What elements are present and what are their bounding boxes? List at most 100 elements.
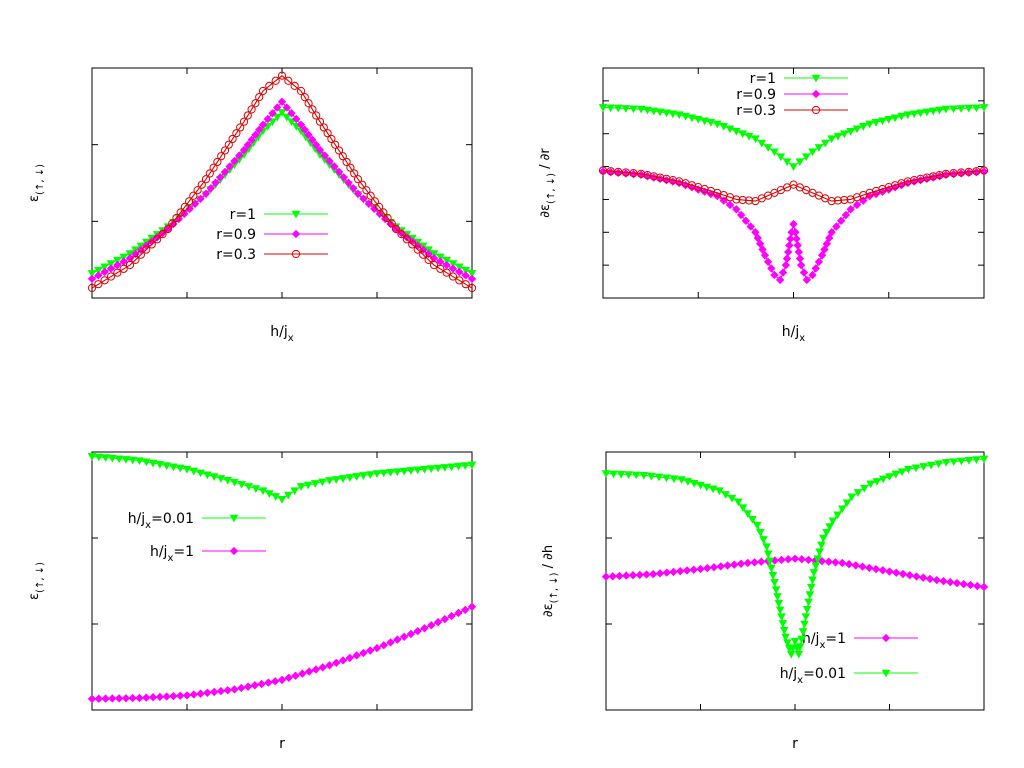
data-point <box>793 241 802 250</box>
series-line <box>602 106 985 168</box>
data-point <box>676 567 685 576</box>
data-point <box>795 643 805 651</box>
data-point <box>338 656 348 665</box>
text-part: ε <box>27 593 42 600</box>
data-point <box>304 130 313 140</box>
data-point <box>304 99 313 108</box>
data-point <box>94 271 103 280</box>
data-point <box>370 204 379 214</box>
data-point <box>782 158 792 167</box>
data-point <box>277 496 287 504</box>
data-point <box>128 456 137 465</box>
data-point <box>802 605 812 614</box>
data-point <box>87 283 97 293</box>
legend-label: h/jx=1 <box>802 631 846 651</box>
data-point <box>813 555 822 564</box>
data-point <box>243 682 253 691</box>
data-point <box>609 470 618 479</box>
data-point <box>158 230 167 239</box>
data-point <box>413 245 422 254</box>
data-point <box>949 458 959 467</box>
data-point <box>94 694 103 703</box>
data-point <box>287 118 296 127</box>
panel-a: h/jx ε(↑, ↓) r=1 r=0.9 r=0.3 <box>27 67 477 344</box>
series-r-1 <box>598 104 989 171</box>
data-point <box>783 639 792 648</box>
legend-label: r=0.3 <box>216 247 256 263</box>
data-point <box>615 571 624 581</box>
data-point <box>929 172 938 181</box>
data-point <box>239 117 249 126</box>
data-point <box>687 114 697 123</box>
data-point <box>884 115 894 124</box>
data-point <box>131 255 140 264</box>
data-point <box>738 195 747 205</box>
data-point <box>847 493 856 502</box>
data-point <box>802 275 812 285</box>
data-point <box>732 127 741 136</box>
data-point <box>284 673 293 682</box>
data-point <box>320 151 329 160</box>
legend-label: r=0.3 <box>736 103 776 119</box>
data-point <box>792 234 801 244</box>
data-point <box>713 120 722 129</box>
data-point <box>795 158 805 167</box>
text-part: ε <box>27 195 42 202</box>
data-point <box>700 117 709 126</box>
data-point <box>979 166 989 175</box>
data-point <box>743 558 752 568</box>
data-point <box>763 550 773 559</box>
data-point <box>87 694 97 703</box>
text-part: r <box>279 736 285 752</box>
data-point <box>345 474 355 482</box>
data-point <box>662 568 671 577</box>
data-point <box>809 569 819 577</box>
series-line <box>602 169 985 202</box>
plot-frame <box>91 451 473 711</box>
data-point <box>716 562 725 571</box>
data-point <box>703 563 712 573</box>
data-point <box>911 464 921 473</box>
data-point <box>751 228 760 237</box>
data-point <box>642 570 651 579</box>
data-point <box>108 454 117 463</box>
text-part: r=0.3 <box>216 247 256 263</box>
data-point <box>338 475 348 483</box>
data-point <box>193 186 202 195</box>
data-point <box>773 593 782 601</box>
data-point <box>397 230 406 239</box>
data-point <box>175 464 185 473</box>
data-point <box>736 559 746 568</box>
data-point <box>100 267 109 277</box>
data-point <box>799 268 809 277</box>
data-point <box>189 690 198 699</box>
data-point <box>768 571 778 580</box>
data-point <box>789 219 798 229</box>
text-part: r=0.9 <box>736 87 776 103</box>
legend-marker <box>811 105 821 115</box>
data-point <box>223 476 232 485</box>
data-point <box>201 189 211 198</box>
data-point <box>767 564 776 573</box>
data-point <box>379 208 388 217</box>
data-point <box>265 81 274 90</box>
data-point <box>841 210 851 220</box>
data-point <box>608 572 617 581</box>
data-point <box>467 461 477 470</box>
data-point <box>197 180 206 189</box>
data-point <box>897 468 907 477</box>
legend-marker <box>291 249 301 259</box>
data-point <box>941 459 951 467</box>
data-point <box>662 174 671 183</box>
data-point <box>284 491 293 500</box>
legend-label: r=1 <box>230 207 256 223</box>
data-point <box>822 239 832 248</box>
data-point <box>209 163 218 172</box>
data-point <box>909 110 919 119</box>
data-point <box>808 270 817 280</box>
data-point <box>734 498 743 507</box>
data-point <box>296 483 306 491</box>
data-point <box>601 470 611 478</box>
data-point <box>247 135 256 145</box>
data-point <box>237 480 246 489</box>
